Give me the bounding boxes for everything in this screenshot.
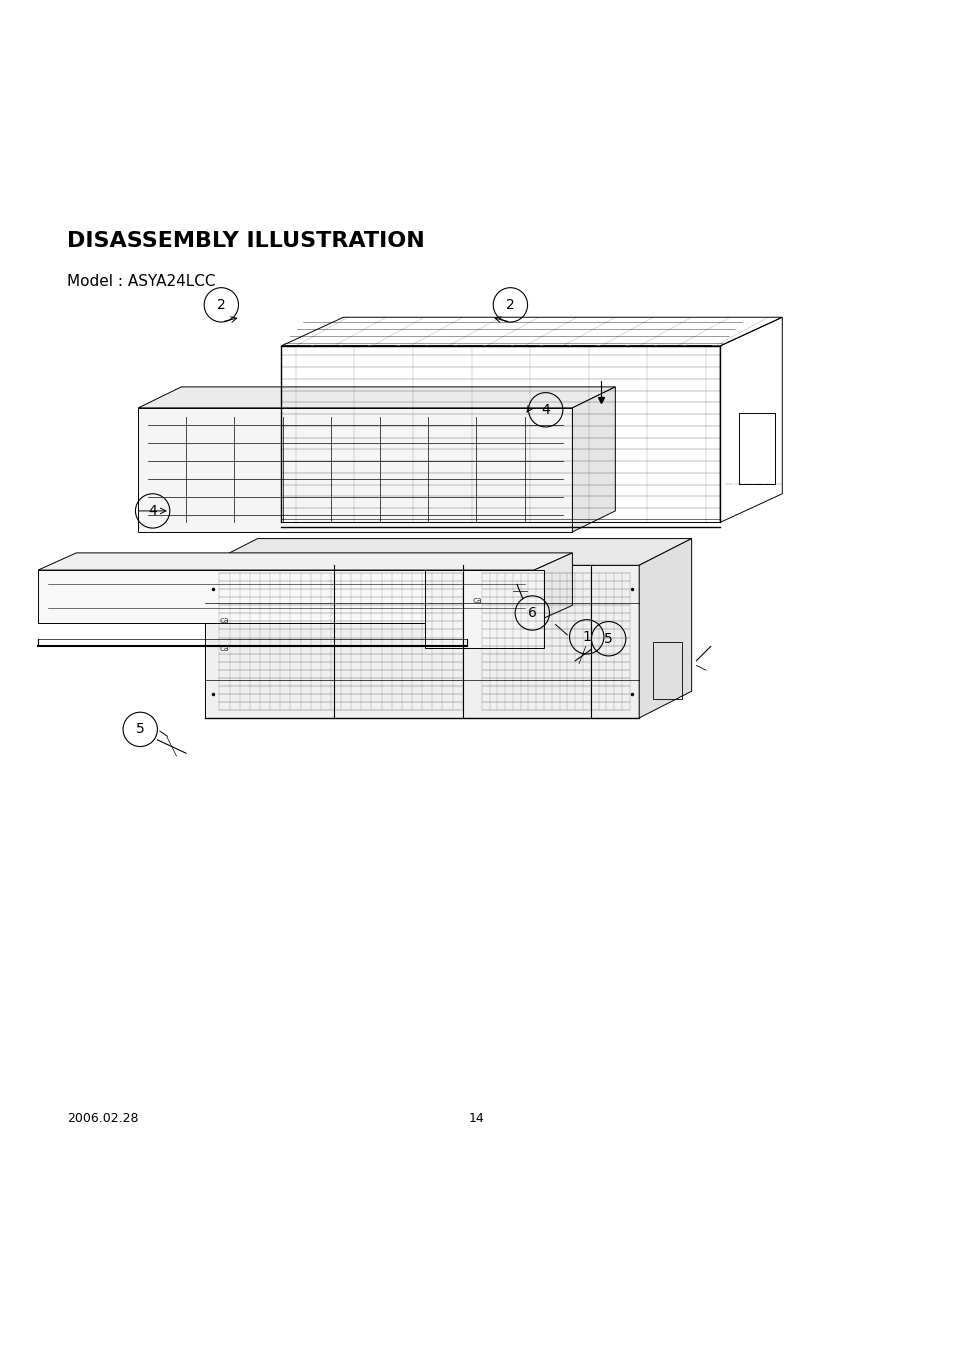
Polygon shape [138, 387, 615, 408]
Text: 5: 5 [135, 722, 145, 736]
Text: ca: ca [472, 597, 481, 605]
Polygon shape [639, 539, 691, 718]
Polygon shape [205, 539, 691, 566]
Polygon shape [572, 387, 615, 532]
Text: 2006.02.28: 2006.02.28 [67, 1112, 138, 1126]
Text: 1: 1 [581, 630, 591, 644]
Polygon shape [534, 554, 572, 622]
Text: 2: 2 [216, 298, 226, 312]
Text: 4: 4 [148, 504, 157, 518]
Text: 14: 14 [469, 1112, 484, 1126]
Polygon shape [205, 566, 639, 718]
Text: 6: 6 [527, 606, 537, 620]
Text: 2: 2 [505, 298, 515, 312]
Text: 5: 5 [603, 632, 613, 645]
Polygon shape [138, 408, 572, 532]
Text: ca: ca [219, 644, 229, 653]
Polygon shape [38, 554, 572, 570]
Polygon shape [424, 570, 543, 648]
Text: ca: ca [219, 616, 229, 625]
Polygon shape [38, 570, 534, 622]
Text: Model : ASYA24LCC: Model : ASYA24LCC [67, 274, 215, 289]
Text: 4: 4 [540, 402, 550, 417]
Text: DISASSEMBLY ILLUSTRATION: DISASSEMBLY ILLUSTRATION [67, 231, 424, 251]
